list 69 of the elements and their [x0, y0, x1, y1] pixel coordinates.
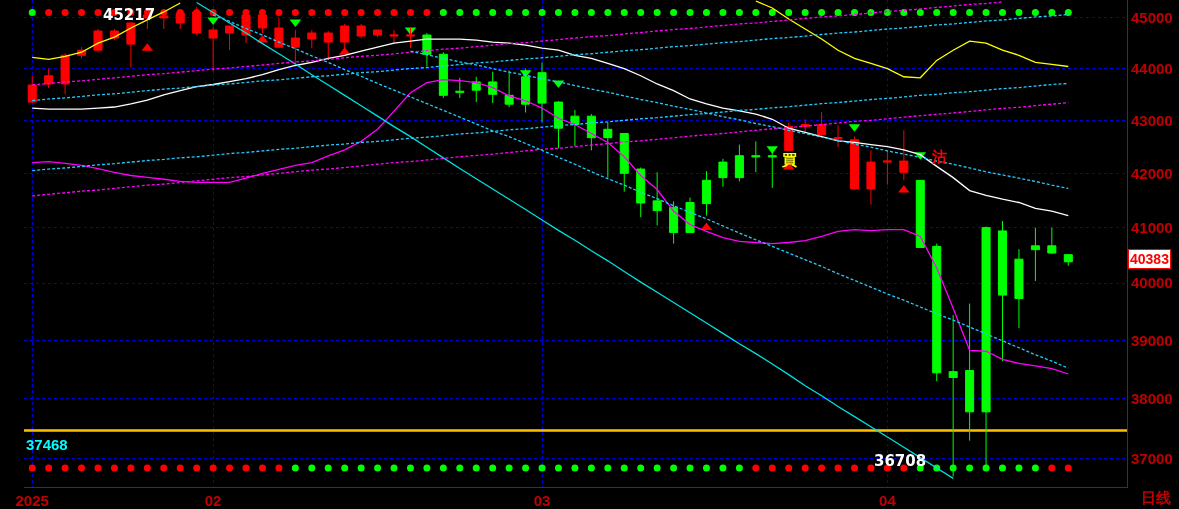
candlestick	[652, 171, 662, 226]
annotation: 買	[781, 151, 797, 169]
y-tick-label: 45000	[1131, 9, 1173, 27]
candlestick	[619, 132, 629, 193]
candlestick	[274, 17, 284, 49]
line-series	[196, 1, 954, 480]
candlestick	[817, 111, 827, 139]
candlestick	[751, 140, 761, 173]
x-tick-label: 04	[879, 492, 897, 509]
annotation: 沽	[931, 148, 947, 166]
candlestick	[27, 75, 37, 104]
x-tick-label: 02	[204, 492, 222, 509]
y-tick-label: 43000	[1131, 111, 1173, 129]
candlestick	[438, 51, 448, 99]
candlestick	[997, 220, 1008, 362]
ref-line-label: 37468	[26, 436, 68, 453]
candlestick	[225, 25, 235, 51]
candlestick	[504, 70, 514, 108]
candlestick	[208, 26, 218, 73]
candlestick	[488, 71, 498, 104]
candlestick	[356, 23, 366, 39]
candlestick	[1047, 227, 1057, 255]
candlestick	[455, 77, 465, 99]
y-tick-label: 38000	[1131, 390, 1173, 408]
candlestick	[636, 166, 646, 218]
candlestick	[685, 197, 695, 234]
candlestick	[1014, 248, 1024, 329]
candlestick	[915, 179, 925, 248]
y-tick-label: 41000	[1131, 218, 1173, 236]
candlestick	[323, 30, 333, 59]
y-tick-label: 40000	[1131, 274, 1173, 292]
candlestick	[307, 29, 317, 49]
candlestick	[932, 243, 942, 382]
candlestick	[1030, 227, 1040, 282]
candlestick	[849, 136, 860, 190]
candlestick	[126, 22, 136, 69]
candlestick	[965, 303, 975, 442]
candlestick	[389, 29, 399, 44]
candlestick	[553, 100, 564, 149]
candlestick	[44, 68, 54, 89]
candlestick	[866, 149, 876, 206]
candlestick	[718, 158, 728, 188]
candlestick	[471, 76, 481, 103]
y-tick-label: 39000	[1131, 331, 1173, 349]
y-tick-label: 42000	[1131, 164, 1173, 182]
line-series	[31, 78, 1069, 375]
candlestick	[734, 144, 744, 182]
candlestick	[60, 52, 70, 95]
candlestick	[1063, 253, 1073, 267]
x-tick-label: 2025	[15, 492, 49, 509]
y-tick-label: 44000	[1131, 59, 1173, 77]
y-tick-label: 37000	[1131, 450, 1173, 468]
candlestick	[833, 125, 843, 148]
x-tick-label: 03	[533, 492, 551, 509]
candlestick	[537, 61, 547, 123]
text: 日线	[1141, 489, 1171, 507]
line-series	[31, 38, 1069, 217]
candlestick	[603, 121, 613, 179]
candlestick	[405, 27, 415, 49]
candlestick	[701, 170, 712, 217]
candlestick	[669, 200, 679, 245]
candlestick	[570, 109, 580, 147]
candlestick	[290, 29, 300, 64]
candlestick	[899, 129, 909, 181]
candlestick	[93, 28, 103, 53]
candlestick	[767, 148, 777, 189]
candlestick	[882, 149, 892, 186]
candlestick	[373, 29, 383, 38]
text: 40383	[1130, 251, 1170, 267]
